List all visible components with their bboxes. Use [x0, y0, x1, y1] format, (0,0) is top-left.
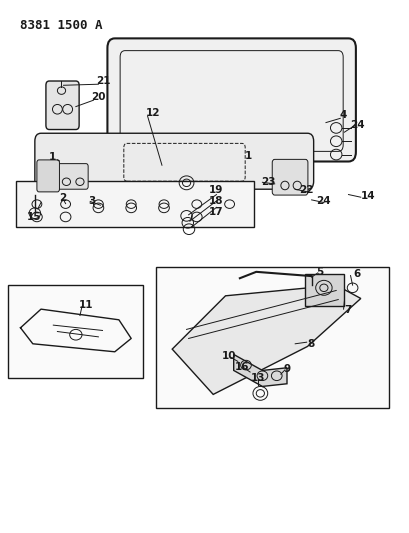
- FancyBboxPatch shape: [57, 164, 88, 189]
- Text: 5: 5: [315, 267, 323, 277]
- FancyBboxPatch shape: [46, 81, 79, 130]
- Text: 4: 4: [338, 110, 346, 119]
- Bar: [8, 285, 143, 378]
- Text: 9: 9: [283, 364, 290, 374]
- Text: 7: 7: [343, 305, 351, 315]
- Text: 16: 16: [234, 362, 249, 372]
- Text: 6: 6: [352, 270, 360, 279]
- FancyBboxPatch shape: [16, 181, 254, 227]
- Text: 18: 18: [209, 197, 223, 206]
- Text: 8: 8: [306, 339, 314, 349]
- Text: 17: 17: [209, 207, 223, 217]
- Text: 24: 24: [316, 197, 330, 206]
- Text: 12: 12: [145, 108, 160, 118]
- Text: 8381 1500 A: 8381 1500 A: [20, 19, 103, 31]
- Text: 3: 3: [88, 197, 96, 206]
- Text: 15: 15: [26, 213, 41, 222]
- Text: 20: 20: [91, 92, 106, 102]
- Text: 24: 24: [349, 120, 364, 130]
- FancyBboxPatch shape: [107, 38, 355, 161]
- Text: 10: 10: [221, 351, 236, 361]
- Polygon shape: [172, 285, 360, 394]
- Polygon shape: [233, 354, 286, 386]
- Text: 2: 2: [59, 193, 66, 203]
- FancyBboxPatch shape: [35, 133, 313, 189]
- FancyBboxPatch shape: [305, 274, 344, 306]
- Text: 23: 23: [261, 177, 275, 187]
- FancyBboxPatch shape: [272, 159, 307, 195]
- Text: 1: 1: [49, 152, 56, 162]
- Text: 21: 21: [96, 76, 111, 86]
- Text: 13: 13: [250, 373, 265, 383]
- Text: 1: 1: [244, 151, 251, 160]
- Text: 11: 11: [79, 300, 93, 310]
- Text: 19: 19: [209, 185, 223, 195]
- Text: 22: 22: [299, 185, 313, 195]
- Bar: [155, 266, 389, 408]
- FancyBboxPatch shape: [37, 160, 59, 192]
- Text: 14: 14: [360, 191, 375, 201]
